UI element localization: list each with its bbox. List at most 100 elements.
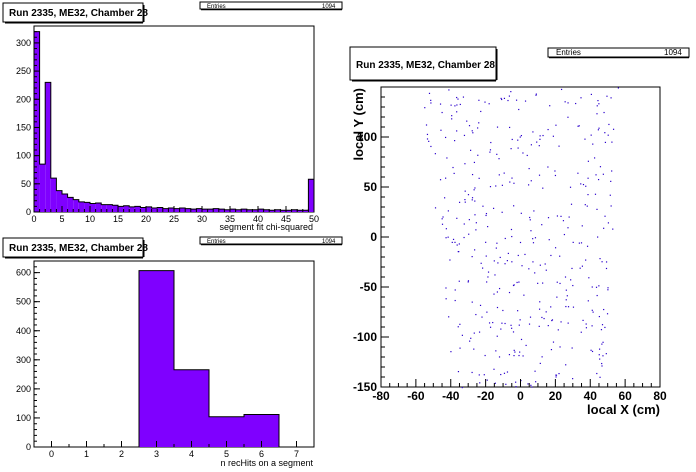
chi2-title: Run 2335, ME32, Chamber 28 (9, 8, 148, 19)
xy-point (567, 227, 569, 229)
xy-point (513, 349, 515, 351)
xy-point (487, 276, 489, 278)
xy-point (445, 287, 447, 289)
xy-point (612, 228, 614, 230)
xy-point (602, 355, 604, 357)
x-tick-label: 45 (281, 214, 291, 224)
xy-point (441, 111, 443, 114)
xy-point (572, 378, 574, 380)
xy-point (500, 328, 502, 330)
xy-point (495, 247, 497, 249)
xy-point (486, 281, 488, 283)
chi2-x-label: segment fit chi-squared (219, 222, 313, 232)
xy-point (473, 332, 475, 334)
xy-point (557, 329, 559, 331)
xy-point (456, 111, 458, 113)
x-tick-label: 1 (84, 449, 89, 459)
xy-point (494, 274, 496, 276)
xy-point (445, 177, 447, 179)
xy-point (454, 241, 456, 243)
xy-point (482, 267, 484, 269)
xy-point (498, 158, 500, 160)
xy-point (530, 230, 532, 232)
xy-point (568, 216, 570, 218)
xy-point (449, 259, 451, 261)
xy-point (519, 241, 522, 244)
xy-y-axis: -150 -100 -50 0 50 100 (353, 86, 389, 394)
xy-stats-label: Entries (556, 48, 581, 57)
xy-point (451, 241, 453, 243)
xy-point (527, 383, 529, 385)
xy-point (483, 374, 485, 376)
xy-point (492, 321, 494, 324)
chi2-bar (106, 204, 113, 212)
chi2-bar (101, 204, 107, 212)
xy-point (541, 224, 543, 226)
y-tick-label: 600 (16, 268, 31, 278)
xy-point (454, 299, 456, 302)
xy-point (520, 338, 523, 341)
xy-point (496, 126, 499, 128)
xy-point (598, 285, 600, 287)
xy-point (584, 204, 586, 206)
xy-point (597, 178, 600, 181)
xy-point (539, 264, 541, 266)
chi2-bar (308, 179, 314, 212)
xy-point (468, 219, 470, 221)
chi2-bar (78, 201, 85, 212)
xy-point (530, 384, 532, 386)
xy-point (510, 324, 512, 326)
chi2-bar (218, 209, 225, 212)
xy-point (590, 93, 592, 96)
xy-point (453, 172, 455, 175)
xy-point (555, 374, 558, 376)
x-tick-label: -80 (372, 389, 390, 403)
xy-point (456, 96, 458, 99)
xy-point (468, 125, 471, 127)
xy-point (554, 247, 557, 249)
xy-point (504, 263, 506, 265)
xy-point (459, 347, 461, 349)
xy-point (426, 133, 429, 136)
xy-point (599, 166, 602, 168)
xy-point (500, 373, 502, 376)
y-tick-label: 100 (16, 413, 31, 423)
xy-point (502, 309, 504, 312)
xy-point (528, 167, 530, 170)
xy-point (532, 242, 535, 244)
xy-point (474, 249, 476, 251)
xy-point (504, 237, 506, 240)
xy-point (461, 334, 463, 336)
xy-point (581, 225, 583, 227)
xy-point (567, 116, 569, 118)
xy-point (464, 190, 466, 192)
xy-point (467, 281, 469, 283)
chi2-bar (112, 205, 118, 212)
xy-point (599, 258, 601, 260)
xy-point (471, 256, 473, 258)
y-tick-label: 0 (26, 207, 31, 217)
xy-point (509, 181, 511, 183)
xy-point (428, 140, 430, 142)
chi2-bar (95, 202, 102, 212)
xy-point (547, 325, 549, 327)
xy-point (454, 140, 456, 142)
xy-point (588, 277, 590, 279)
xy-point (591, 286, 593, 288)
xy-point (556, 215, 559, 217)
xy-point (442, 216, 444, 218)
xy-point (541, 356, 543, 358)
xy-point (445, 228, 447, 230)
xy-point (508, 354, 511, 356)
xy-point (447, 236, 449, 238)
xy-point (585, 323, 587, 325)
xy-point (515, 381, 517, 383)
xy-point (550, 348, 553, 351)
xy-point (586, 245, 589, 247)
xy-point (464, 201, 466, 203)
xy-point (500, 97, 502, 100)
xy-point (507, 252, 509, 255)
xy-point (582, 319, 584, 321)
chi2-bars (33, 31, 315, 212)
xy-point (457, 98, 459, 100)
